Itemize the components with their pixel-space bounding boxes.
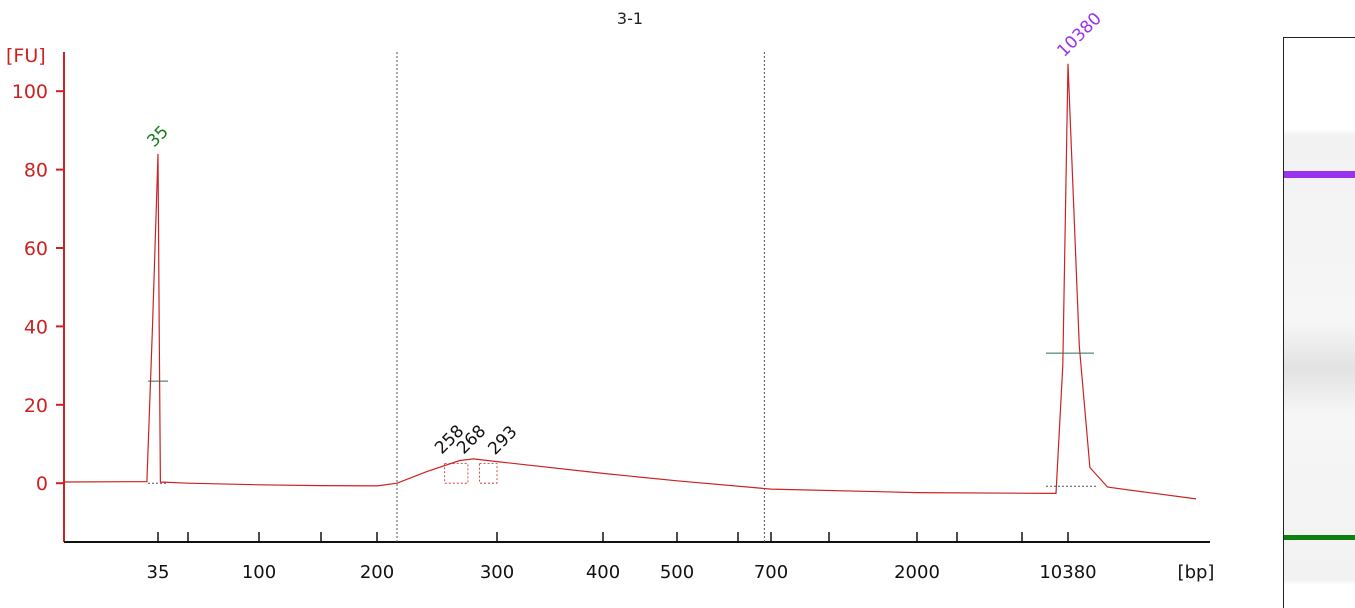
chart-title: 3-1 bbox=[617, 9, 643, 28]
smear-peak-box bbox=[444, 463, 469, 484]
marker-label: 10380 bbox=[1053, 9, 1105, 61]
y-tick-label: 80 bbox=[24, 160, 48, 182]
x-tick-label: 100 bbox=[242, 562, 276, 583]
y-tick-label: 40 bbox=[24, 316, 48, 338]
smear-peak-label: 293 bbox=[484, 422, 521, 459]
gel-lower-marker-band bbox=[1284, 535, 1355, 540]
y-tick-label: 0 bbox=[36, 473, 48, 495]
y-axis-label: [FU] bbox=[6, 45, 46, 67]
electropherogram-chart: 3-1 [FU] 0 20 40 60 80 100 35 100 200 300 400 500 700 2… bbox=[6, 9, 1215, 583]
y-tick-label: 20 bbox=[24, 395, 48, 417]
trace-line bbox=[63, 63, 1197, 500]
gel-lane-image bbox=[1284, 38, 1355, 608]
gel-background bbox=[1284, 38, 1355, 608]
y-tick-label: 100 bbox=[12, 81, 48, 103]
smear-peak-box bbox=[479, 463, 498, 484]
x-tick-label: 2000 bbox=[894, 562, 940, 583]
x-tick-label: 200 bbox=[360, 562, 394, 583]
x-tick-label: 500 bbox=[660, 562, 694, 583]
x-tick-label: 35 bbox=[147, 562, 170, 583]
gel-lane bbox=[1283, 37, 1355, 608]
x-axis-label: [bp] bbox=[1178, 562, 1215, 583]
marker-label: 35 bbox=[143, 122, 172, 151]
x-tick-label: 10380 bbox=[1039, 562, 1096, 583]
y-tick-label: 60 bbox=[24, 238, 48, 260]
x-tick-label: 300 bbox=[480, 562, 514, 583]
x-tick-label: 400 bbox=[586, 562, 620, 583]
gel-upper-marker-band bbox=[1284, 171, 1355, 178]
x-tick-label: 700 bbox=[754, 562, 788, 583]
